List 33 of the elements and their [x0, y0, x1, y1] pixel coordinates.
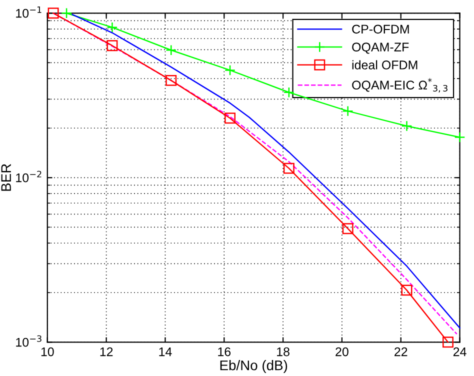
point	[342, 223, 354, 234]
legend-label: OQAM-ZF	[352, 42, 409, 54]
point	[401, 284, 412, 296]
point	[283, 86, 294, 98]
x-tick-label: 22	[394, 347, 408, 356]
legend-label: ideal OFDM	[352, 60, 418, 70]
x-tick-label: 20	[336, 347, 348, 356]
point	[224, 64, 236, 76]
point	[106, 40, 118, 52]
y-tick-label: 10$^{−3}$	[16, 335, 42, 347]
legend-label: OQAM-EIC Ω$^{*}$$_{3,3}$	[352, 78, 448, 92]
point	[224, 112, 236, 124]
x-tick-label: 10	[41, 347, 54, 356]
y-tick-label: 10$^{−1}$	[16, 6, 42, 18]
x-tick-label: 16	[218, 347, 231, 356]
point	[61, 8, 72, 19]
point	[442, 336, 454, 348]
x-tick-label: 18	[277, 347, 290, 356]
point	[401, 120, 412, 132]
point	[106, 22, 118, 33]
y-tick-label: 10$^{−2}$	[16, 170, 42, 182]
point	[342, 106, 354, 117]
point	[283, 162, 294, 174]
point	[48, 8, 59, 19]
x-tick-label: 14	[159, 347, 172, 356]
point	[166, 74, 177, 86]
point	[454, 132, 466, 143]
legend-label: CP-OFDM	[352, 24, 409, 34]
x-tick-label: 24	[453, 347, 466, 356]
y-axis-title: BER	[1, 164, 11, 191]
point	[166, 44, 177, 56]
x-tick-label: 12	[100, 347, 113, 356]
x-axis-title: Eb/No (dB)	[220, 360, 288, 374]
